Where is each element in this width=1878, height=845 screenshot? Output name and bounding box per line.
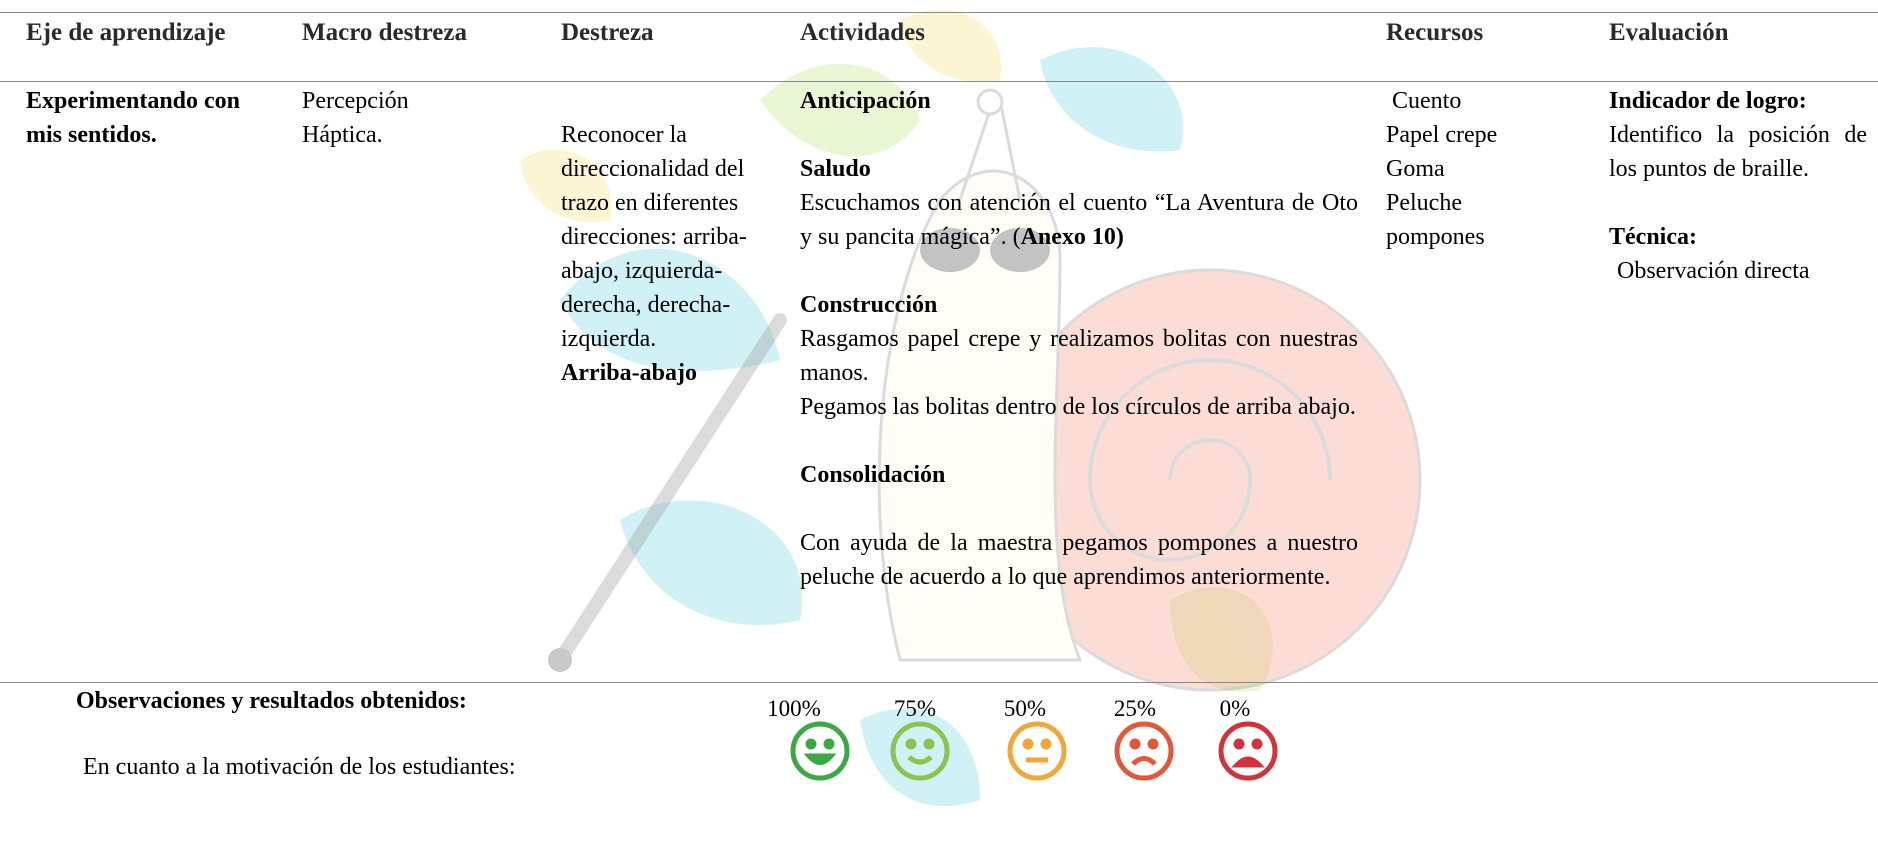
resource: Goma xyxy=(1386,156,1445,182)
paragraph: Observación directa xyxy=(1617,258,1810,284)
face-neutral xyxy=(1007,721,1067,781)
text-line: Percepción xyxy=(302,88,409,114)
activities-cell: Anticipación Saludo Escuchamos con atenc… xyxy=(800,84,1358,594)
paragraph: Con ayuda de la maestra pegamos pompones… xyxy=(800,530,1358,590)
resource: Papel crepe xyxy=(1386,122,1498,148)
eje-cell: Experimentando con mis sentidos. xyxy=(26,88,241,148)
header-cell: Eje de aprendizaje xyxy=(26,19,226,46)
face-very-sad xyxy=(1218,721,1278,781)
destreza-text: Reconocer la direccionalidad del trazo e… xyxy=(561,122,747,352)
phase-title: Consolidación xyxy=(800,462,946,488)
motivation-text: En cuanto a la motivación de los estudia… xyxy=(83,754,516,780)
subtitle: Técnica: xyxy=(1609,224,1697,250)
header-cell: Destreza xyxy=(561,19,654,46)
phase-title: Anticipación xyxy=(800,88,931,114)
paragraph: Identifico la posición de los puntos de … xyxy=(1609,122,1867,182)
scale-label: 100% xyxy=(767,696,821,721)
scale-label: 0% xyxy=(1219,696,1251,721)
paragraph: Rasgamos papel crepe y realizamos bolita… xyxy=(800,326,1358,386)
faces xyxy=(790,721,1278,781)
face-very-happy xyxy=(790,721,850,781)
observations-title: Observaciones y resultados obtenidos: xyxy=(76,688,467,714)
paragraph: Pegamos las bolitas dentro de los círcul… xyxy=(800,394,1356,420)
resource: Cuento xyxy=(1392,88,1462,114)
header-cell: Evaluación xyxy=(1609,19,1729,46)
face-sad xyxy=(1114,721,1174,781)
paragraph: Escuchamos con atención el cuento “La Av… xyxy=(800,186,1358,254)
subtitle: Indicador de logro: xyxy=(1609,88,1807,114)
annex: Anexo 10) xyxy=(1020,224,1124,250)
destreza-focus: Arriba-abajo xyxy=(561,360,697,386)
macro-cell: Percepción Háptica. xyxy=(302,84,522,152)
subtitle: Saludo xyxy=(800,156,871,182)
header-cell: Recursos xyxy=(1386,19,1484,46)
destreza-cell: Reconocer la direccionalidad del trazo e… xyxy=(561,118,779,390)
resources-cell: Cuento Papel crepe Goma Peluche pompones xyxy=(1386,84,1586,254)
scale-label: 25% xyxy=(1113,696,1157,721)
text-line: Háptica. xyxy=(302,122,383,148)
scale-label: 75% xyxy=(893,696,937,721)
text: Escuchamos con atención el cuento “La Av… xyxy=(800,190,1358,250)
rule xyxy=(0,12,1878,13)
resource: Peluche xyxy=(1386,190,1462,216)
header-cell: Actividades xyxy=(800,19,925,46)
resource: pompones xyxy=(1386,224,1485,250)
phase-title: Construcción xyxy=(800,292,938,318)
rule xyxy=(0,682,1878,683)
header-cell: Macro destreza xyxy=(302,19,467,46)
evaluation-cell: Indicador de logro: Identifico la posici… xyxy=(1609,84,1867,288)
face-happy xyxy=(890,721,950,781)
scale-label: 50% xyxy=(1003,696,1047,721)
rule xyxy=(0,81,1878,82)
